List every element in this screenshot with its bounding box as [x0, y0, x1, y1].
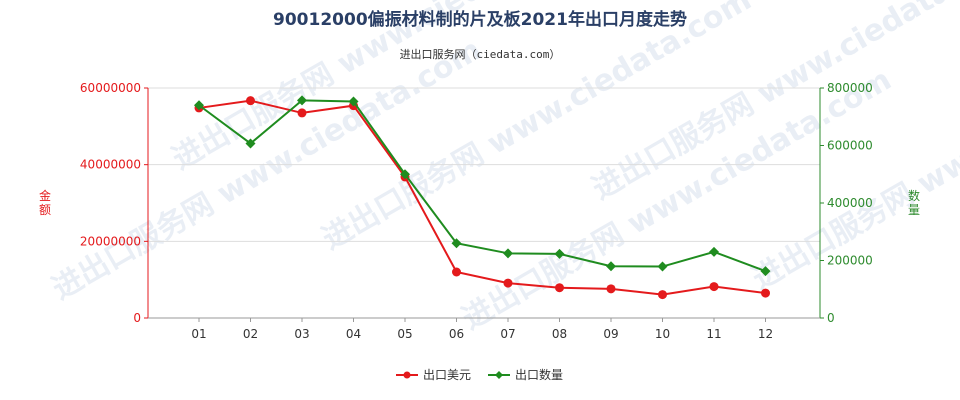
point-export-quantity — [503, 248, 513, 259]
x-tick-label: 04 — [346, 327, 361, 341]
right-tick-label: 0 — [827, 311, 835, 325]
gridlines — [148, 87, 820, 242]
point-export-usd — [452, 267, 461, 277]
axes: 0 20000000 40000000 60000000 0 200000 400000 60… — [39, 81, 920, 341]
point-export-quantity — [709, 246, 719, 257]
point-export-quantity — [245, 138, 256, 149]
point-export-quantity — [554, 248, 565, 259]
left-tick-label: 20000000 — [80, 234, 141, 248]
x-tick-label: 11 — [706, 327, 721, 341]
series-marks — [194, 95, 771, 300]
point-export-usd — [246, 96, 255, 106]
right-tick-label: 600000 — [827, 139, 873, 153]
point-export-usd — [503, 278, 513, 288]
right-tick-label: 200000 — [827, 254, 873, 268]
series-line-export-quantity — [198, 99, 766, 273]
x-tick-label: 10 — [655, 327, 670, 341]
x-tick-label: 12 — [758, 327, 773, 341]
point-export-quantity — [606, 261, 616, 272]
x-tick-label: 08 — [552, 327, 567, 341]
right-axis-label: 数量 — [908, 188, 920, 217]
x-tick-label: 02 — [243, 327, 258, 341]
point-export-quantity — [194, 100, 204, 111]
x-tick-label: 01 — [191, 327, 206, 341]
point-export-quantity — [297, 95, 307, 106]
point-export-quantity — [348, 96, 359, 107]
x-tick-label: 06 — [449, 327, 464, 341]
point-export-usd — [761, 288, 770, 298]
left-tick-label: 0 — [133, 311, 141, 325]
point-export-usd — [297, 108, 307, 118]
left-tick-label: 40000000 — [80, 158, 141, 172]
left-tick-label: 60000000 — [80, 81, 141, 95]
x-tick-label: 05 — [397, 327, 412, 341]
point-export-quantity — [400, 169, 410, 180]
point-export-quantity — [657, 261, 668, 272]
x-tick-label: 09 — [603, 327, 618, 341]
point-export-usd — [555, 283, 564, 293]
x-tick-label: 03 — [294, 327, 309, 341]
point-export-usd — [606, 284, 616, 294]
point-export-quantity — [760, 266, 771, 277]
right-tick-label: 400000 — [827, 196, 873, 210]
chart-subtitle: 进出口服务网（ciedata.com） — [400, 47, 561, 61]
legend-label: 出口数量 — [515, 367, 563, 382]
legend: 出口美元 出口数量 — [396, 367, 563, 382]
point-export-usd — [709, 282, 719, 292]
legend-marker — [495, 371, 503, 379]
legend-marker — [403, 371, 411, 379]
series-line-export-usd — [198, 99, 766, 296]
point-export-usd — [658, 290, 667, 300]
chart-title: 90012000偏振材料制的片及板2021年出口月度走势 — [273, 9, 687, 30]
legend-label: 出口美元 — [423, 368, 471, 382]
right-tick-label: 800000 — [827, 81, 873, 95]
point-export-quantity — [451, 238, 462, 249]
left-axis-label: 金额 — [39, 188, 51, 217]
x-tick-label: 07 — [500, 327, 515, 341]
